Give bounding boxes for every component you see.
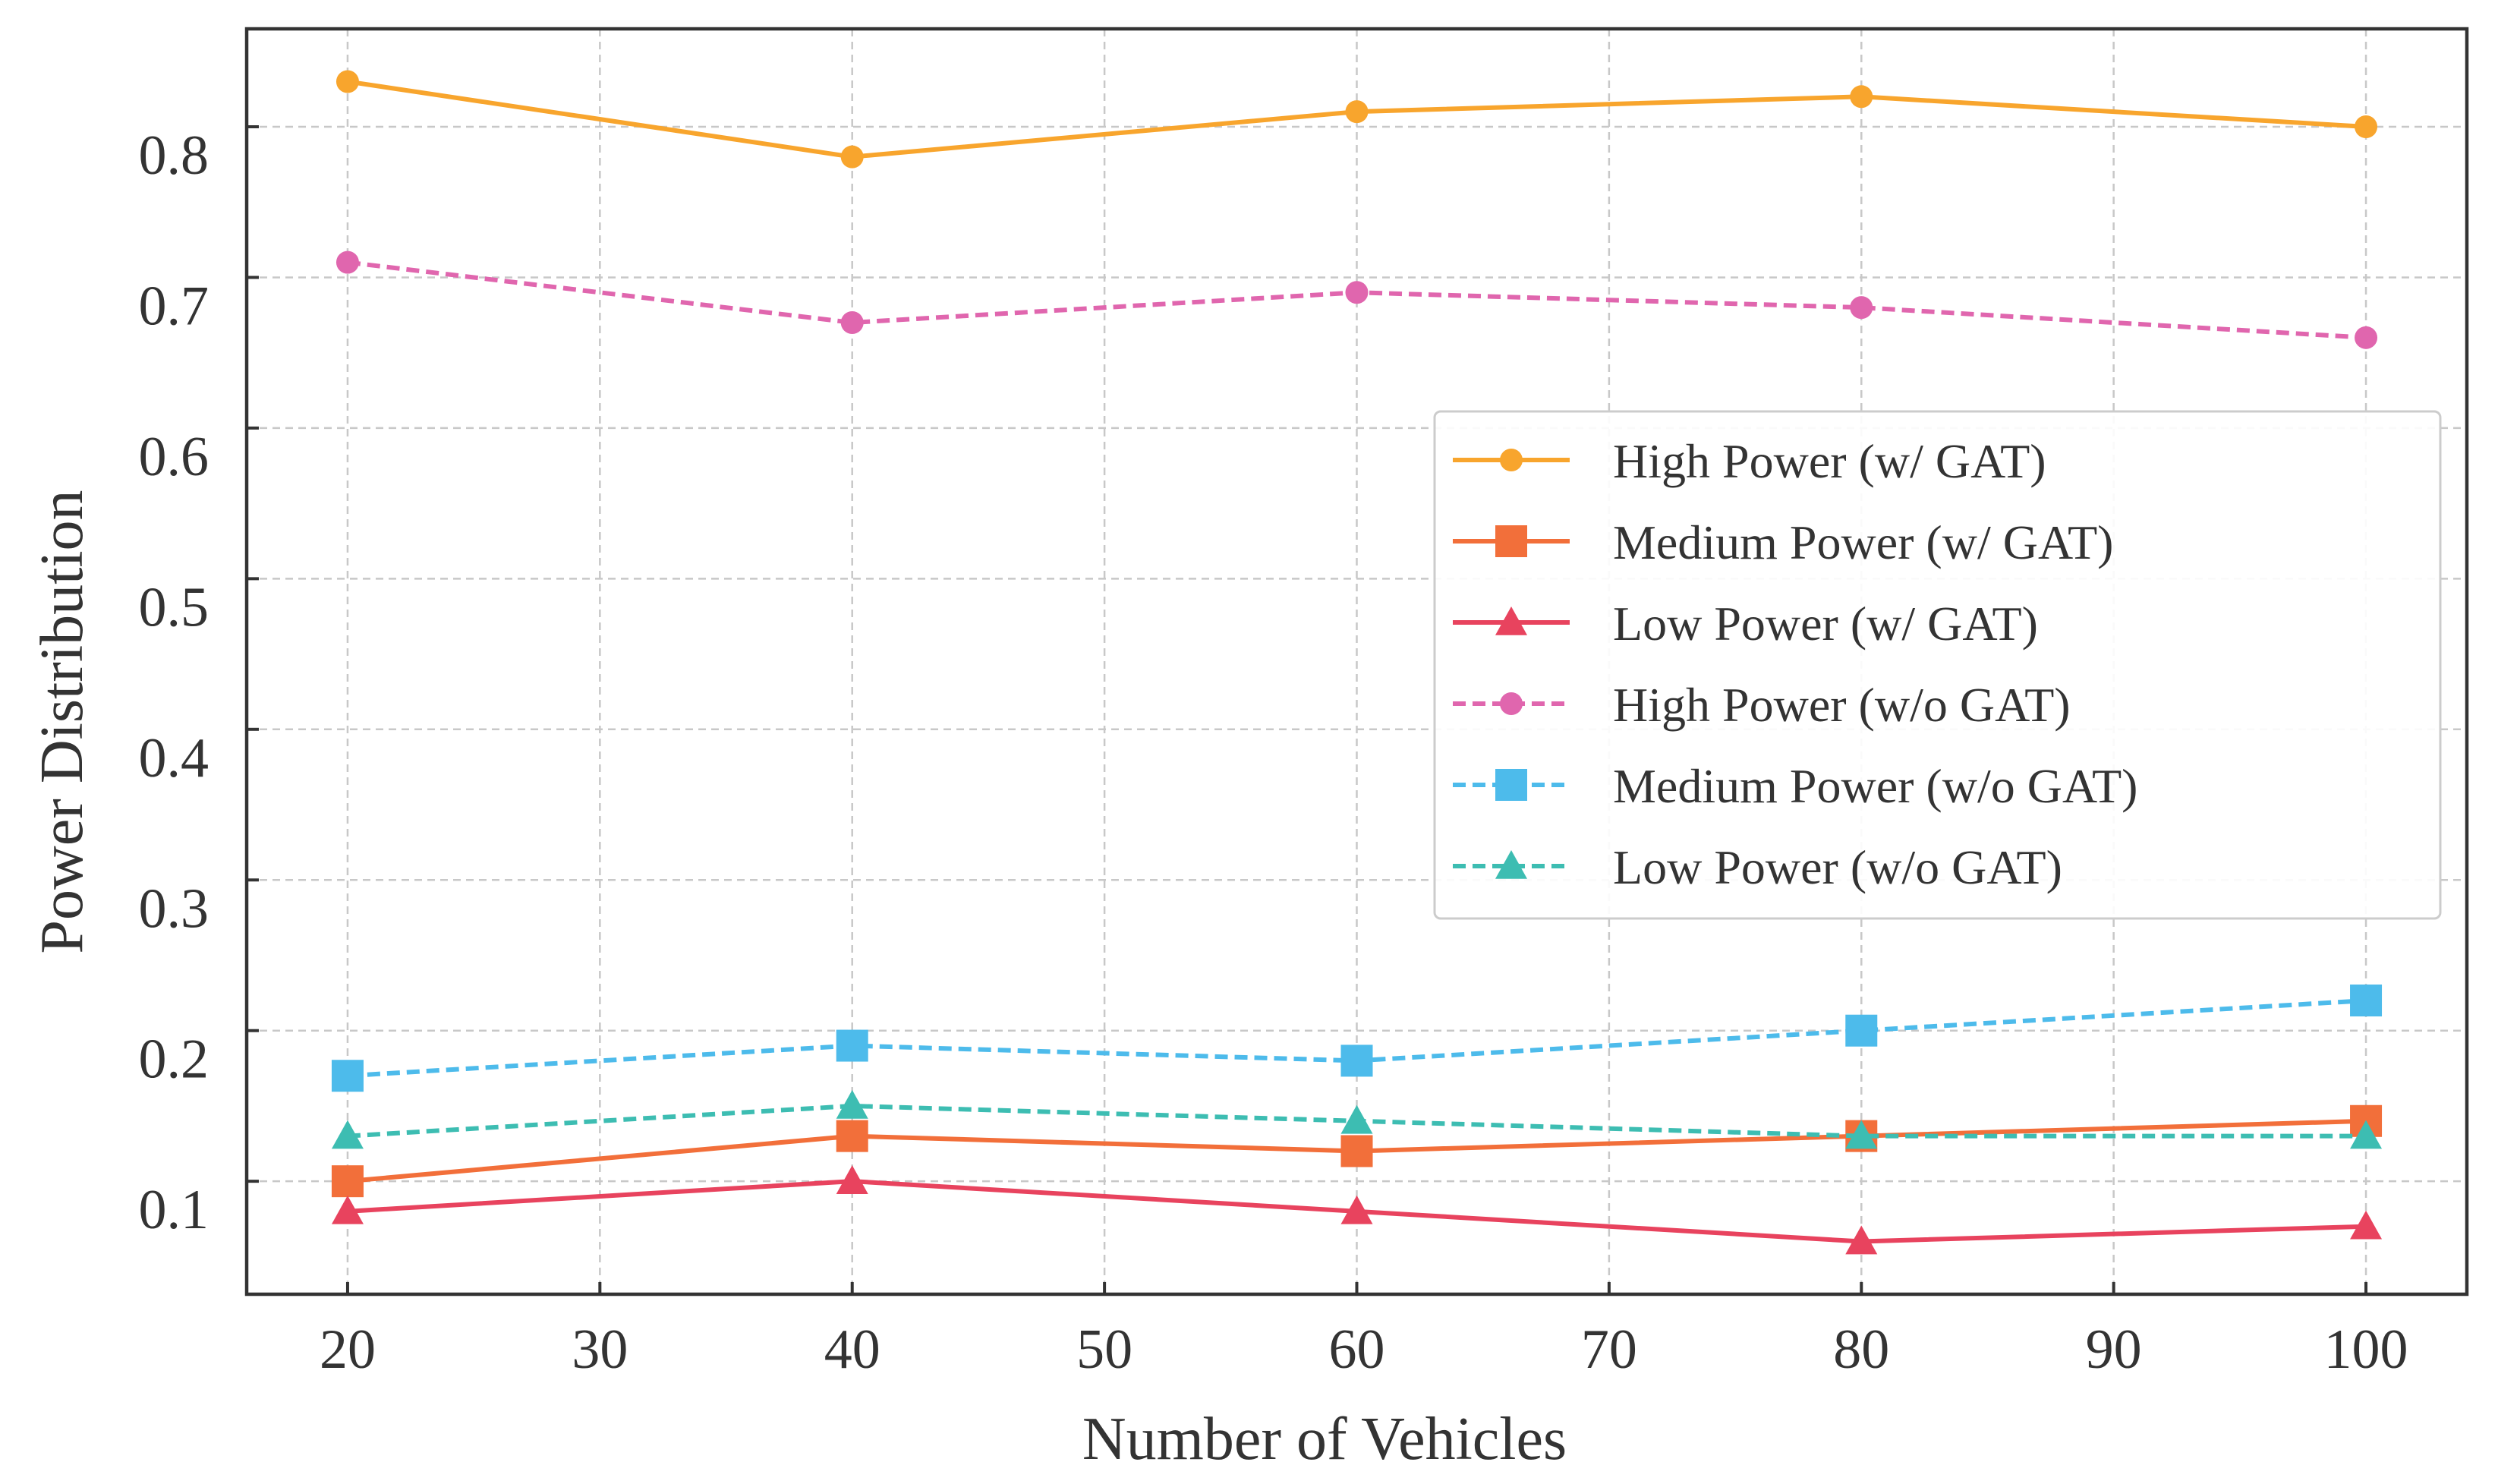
y-tick-label: 0.5: [139, 576, 209, 638]
data-point: [2350, 1210, 2383, 1240]
series-0: [335, 70, 2378, 169]
x-tick-label: 20: [320, 1319, 376, 1381]
x-tick-label: 40: [824, 1319, 880, 1381]
y-tick-label: 0.3: [139, 877, 209, 940]
x-tick-label: 90: [2086, 1319, 2142, 1381]
data-point: [1340, 1135, 1373, 1167]
x-tick-label: 60: [1329, 1319, 1385, 1381]
data-point: [840, 145, 864, 169]
legend-label: Medium Power (w/o GAT): [1613, 759, 2137, 813]
data-point: [1340, 1195, 1373, 1224]
series-5: [331, 1089, 2383, 1149]
data-point: [1845, 1014, 1878, 1047]
data-point: [836, 1165, 868, 1194]
data-point: [836, 1120, 868, 1152]
data-point: [840, 310, 864, 334]
data-point: [1850, 296, 1873, 320]
legend-marker: [1495, 850, 1527, 879]
data-point: [1850, 85, 1873, 109]
x-axis-title: Number of Vehicles: [1082, 1406, 1567, 1473]
legend-marker: [1495, 525, 1527, 557]
x-tick-label: 30: [572, 1319, 628, 1381]
legend-label: Low Power (w/o GAT): [1613, 840, 2062, 894]
data-point: [331, 1120, 364, 1149]
y-tick-label: 0.1: [139, 1179, 209, 1241]
legend-marker: [1500, 692, 1523, 715]
data-point: [1845, 1225, 1878, 1255]
x-tick-label: 50: [1076, 1319, 1132, 1381]
x-tick-label: 80: [1833, 1319, 1889, 1381]
data-point: [2350, 985, 2383, 1017]
data-point: [335, 70, 359, 93]
data-point: [836, 1089, 868, 1119]
legend-box: [1433, 410, 2442, 920]
series-3: [335, 250, 2378, 349]
data-point: [1845, 1120, 1878, 1149]
x-tick-label: 70: [1581, 1319, 1637, 1381]
legend-marker: [1495, 769, 1527, 801]
series-layer: [331, 70, 2383, 1255]
axis-ticks: 20 30 40 50 60 70 80 90 100 0.1 0.2 0.3 0.4 0.5 0.6 0.7…: [139, 124, 2408, 1381]
legend: High Power (w/ GAT) Medium Power (w/ GAT)…: [1433, 410, 2442, 920]
y-tick-label: 0.4: [139, 727, 209, 789]
legend-label: High Power (w/o GAT): [1613, 678, 2071, 732]
data-point: [331, 1165, 364, 1198]
y-tick-label: 0.6: [139, 426, 209, 488]
data-point: [1345, 100, 1369, 124]
data-point: [2350, 1120, 2383, 1149]
legend-label: Low Power (w/ GAT): [1613, 597, 2038, 651]
data-point: [2355, 115, 2378, 138]
y-tick-label: 0.7: [139, 275, 209, 337]
data-point: [836, 1029, 868, 1062]
data-point: [335, 250, 359, 274]
y-tick-label: 0.2: [139, 1029, 209, 1091]
legend-label: Medium Power (w/ GAT): [1613, 515, 2113, 569]
legend-marker: [1495, 607, 1527, 635]
data-point: [2355, 326, 2378, 349]
series-2: [331, 1165, 2383, 1255]
legend-label: High Power (w/ GAT): [1613, 434, 2046, 488]
data-point: [331, 1195, 364, 1224]
data-point: [1345, 281, 1369, 304]
x-tick-label: 100: [2324, 1319, 2408, 1381]
series-4: [331, 985, 2383, 1092]
data-point: [1340, 1044, 1373, 1077]
data-point: [1340, 1104, 1373, 1134]
y-tick-label: 0.8: [139, 124, 209, 187]
series-1: [331, 1104, 2383, 1198]
y-axis-title: Power Distribution: [29, 490, 96, 953]
legend-marker: [1500, 449, 1523, 471]
data-point: [331, 1060, 364, 1092]
